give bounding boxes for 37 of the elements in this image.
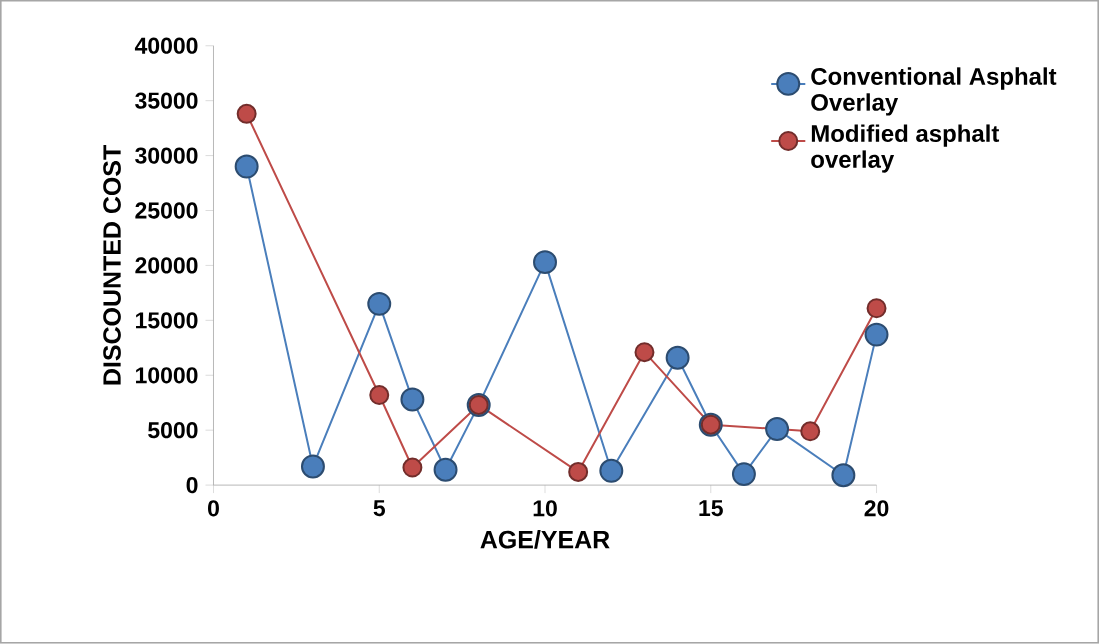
- legend-label: Modified asphalt overlay: [811, 124, 1000, 173]
- point: [400, 387, 425, 412]
- point: [866, 298, 887, 319]
- legend-label: Conventional Asphalt Overlay: [811, 67, 1057, 116]
- point: [433, 457, 458, 482]
- y-tick-label: 5000: [148, 422, 198, 439]
- y-tick-label: 30000: [135, 147, 198, 164]
- point: [533, 250, 557, 275]
- point: [800, 421, 821, 442]
- point: [765, 417, 790, 442]
- x-tick-label: 5: [373, 500, 385, 517]
- x-tick-label: 0: [208, 500, 219, 517]
- y-tick-label: 15000: [136, 312, 198, 329]
- y-tick-label: 20000: [135, 257, 198, 274]
- point: [634, 342, 655, 363]
- point: [234, 154, 259, 179]
- y-tick-label: 25000: [135, 202, 198, 219]
- x-axis-title: AGE/YEAR: [480, 530, 610, 549]
- x-tick-label: 15: [699, 500, 723, 517]
- point: [236, 104, 257, 124]
- point: [367, 292, 392, 317]
- y-tick-label: 35000: [135, 92, 198, 109]
- y-axis-title: DISCOUNTED COST: [103, 145, 121, 385]
- point: [599, 459, 624, 483]
- point: [300, 454, 325, 479]
- x-tick-label: 20: [864, 500, 889, 517]
- x-tick-label: 10: [533, 500, 557, 517]
- point: [864, 322, 889, 347]
- point: [831, 463, 856, 488]
- y-tick-label: 40000: [134, 37, 198, 55]
- point: [568, 462, 589, 483]
- point: [665, 345, 690, 370]
- point: [369, 385, 390, 406]
- y-tick-label: 0: [186, 477, 198, 494]
- point: [731, 462, 756, 487]
- y-tick-label: 10000: [136, 367, 198, 384]
- point: [402, 457, 423, 478]
